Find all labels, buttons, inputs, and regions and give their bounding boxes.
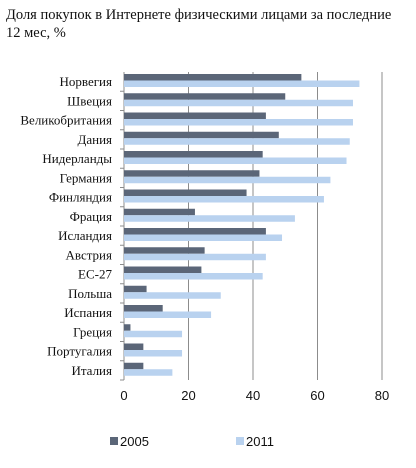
x-tick-label: 40 bbox=[246, 388, 260, 403]
bar-2011 bbox=[124, 176, 331, 184]
category-label: Греция bbox=[73, 324, 112, 339]
x-tick-label: 20 bbox=[181, 388, 195, 403]
bar-2011 bbox=[124, 273, 263, 280]
bar-2005 bbox=[124, 343, 144, 350]
bar-2005 bbox=[124, 285, 147, 293]
category-label: Польша bbox=[68, 286, 112, 301]
bar-2005 bbox=[124, 228, 266, 235]
category-label: Норвегия bbox=[60, 74, 113, 89]
bar-2005 bbox=[124, 189, 247, 196]
bar-2005 bbox=[124, 93, 286, 100]
category-label: Финляндия bbox=[49, 190, 112, 205]
bar-2005 bbox=[124, 151, 263, 158]
x-tick-label: 80 bbox=[375, 388, 389, 403]
bar-2011 bbox=[124, 99, 353, 107]
bar-2011 bbox=[124, 311, 212, 318]
legend-label-2011: 2011 bbox=[246, 434, 274, 449]
bar-2011 bbox=[124, 350, 183, 357]
bar-2011 bbox=[124, 196, 324, 203]
legend-swatch-2005 bbox=[110, 437, 118, 445]
bar-2011 bbox=[124, 369, 173, 376]
category-label: Италия bbox=[71, 363, 112, 378]
bar-2011 bbox=[124, 157, 347, 164]
category-label: Португалия bbox=[47, 344, 112, 359]
category-label: Исландия bbox=[58, 228, 112, 243]
x-tick-label: 60 bbox=[310, 388, 324, 403]
bar-2005 bbox=[124, 266, 202, 273]
category-label: Германия bbox=[60, 170, 112, 185]
bar-2011 bbox=[124, 119, 353, 126]
x-tick-label: 0 bbox=[120, 388, 127, 403]
bar-2005 bbox=[124, 247, 205, 254]
chart-title: Доля покупок в Интернете физическими лиц… bbox=[6, 7, 392, 41]
bar-2005 bbox=[124, 305, 163, 312]
category-label: ЕС-27 bbox=[78, 267, 112, 282]
bar-2011 bbox=[124, 80, 360, 87]
bar-2005 bbox=[124, 74, 302, 81]
bar-2011 bbox=[124, 253, 266, 261]
bar-2011 bbox=[124, 215, 295, 222]
category-label: Фрация bbox=[70, 209, 112, 224]
bar-2005 bbox=[124, 131, 279, 139]
category-label: Нидерланды bbox=[42, 151, 112, 166]
category-label: Швеция bbox=[67, 93, 112, 108]
bar-2005 bbox=[124, 362, 144, 370]
category-label: Австрия bbox=[66, 247, 113, 262]
bar-2005 bbox=[124, 208, 195, 216]
category-label: Великобритания bbox=[20, 113, 112, 128]
bar-2011 bbox=[124, 138, 350, 145]
bar-2011 bbox=[124, 234, 283, 241]
legend-swatch-2011 bbox=[236, 437, 244, 445]
bar-2005 bbox=[124, 324, 131, 331]
bar-2005 bbox=[124, 112, 266, 119]
bar-2011 bbox=[124, 292, 221, 299]
bar-2011 bbox=[124, 330, 183, 338]
category-label: Испания bbox=[64, 305, 112, 320]
bar-2005 bbox=[124, 170, 260, 177]
legend-label-2005: 2005 bbox=[120, 434, 149, 449]
category-label: Дания bbox=[77, 132, 112, 147]
